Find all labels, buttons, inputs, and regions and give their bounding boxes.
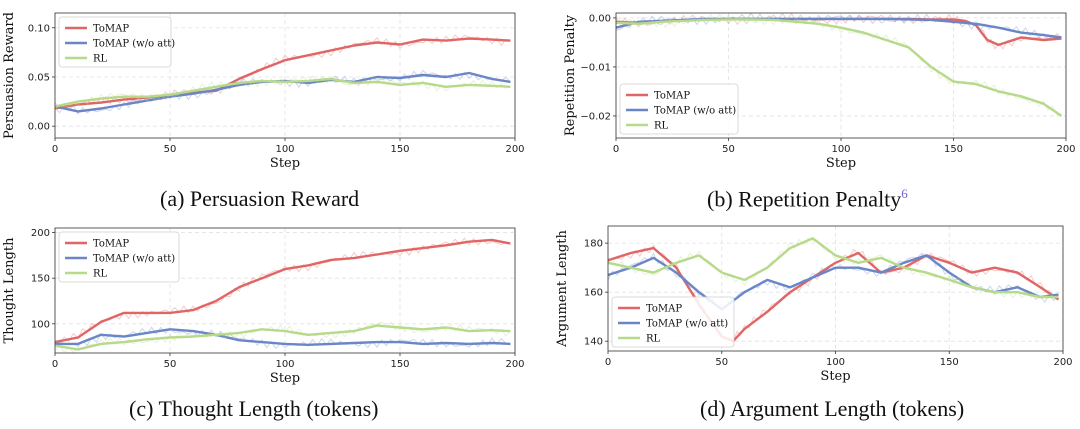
- legend-label: RL: [654, 121, 669, 132]
- x-tick-label: 150: [390, 359, 409, 370]
- x-tick-label: 100: [826, 357, 845, 368]
- y-axis-label: Repetition Penalty: [563, 14, 578, 136]
- chart-panel-a: 0 50 100 150 200 0.00 0.05 0.10 Step Persuasion R…: [0, 0, 540, 185]
- series-line: [615, 18, 1063, 117]
- repetition-penalty-chart: 0 50 100 150 200 0.00 −0.01 −0.02 Step Repetition…: [563, 12, 1076, 171]
- x-tick-label: 200: [505, 144, 524, 155]
- y-axis-label: Persuasion Reward: [2, 12, 17, 139]
- series-line: [607, 237, 1059, 299]
- y-tick-label: −0.02: [580, 111, 611, 122]
- legend-label: ToMAP: [93, 239, 129, 250]
- series-line: [607, 246, 1060, 343]
- x-tick-label: 0: [52, 359, 58, 370]
- chart-panel-b: 0 50 100 150 200 0.00 −0.01 −0.02 Step Repetition…: [540, 0, 1080, 185]
- x-tick-label: 100: [831, 144, 850, 155]
- x-axis-label: Step: [820, 369, 850, 384]
- caption-a: (a) Persuasion Reward: [160, 186, 360, 211]
- series-line: [54, 77, 511, 108]
- x-tick-label: 150: [944, 144, 963, 155]
- legend-label: RL: [93, 269, 108, 280]
- series-raw-trace: [54, 237, 511, 344]
- caption-d: (d) Argument Length (tokens): [700, 396, 965, 421]
- legend-label: RL: [93, 54, 108, 65]
- x-tick-label: 150: [940, 357, 959, 368]
- x-axis-label: Step: [270, 371, 300, 386]
- x-axis-label: Step: [270, 156, 300, 171]
- thought-length-chart: 0 50 100 150 200 100 150 200 Step Thought Length T…: [2, 227, 525, 386]
- x-tick-label: 50: [164, 359, 177, 370]
- y-tick-label: 100: [31, 319, 50, 330]
- y-tick-label: −0.01: [580, 62, 611, 73]
- footnote-marker: 6: [901, 186, 908, 201]
- legend-box: [611, 296, 735, 348]
- legend-label: ToMAP: [646, 304, 682, 315]
- persuasion-reward-chart: 0 50 100 150 200 0.00 0.05 0.10 Step Persuasion R…: [2, 12, 525, 171]
- y-tick-label: 0.10: [28, 23, 50, 34]
- x-tick-label: 200: [505, 359, 524, 370]
- caption-b-text: (b) Repetition Penalty: [707, 186, 902, 212]
- y-tick-label: 200: [31, 228, 50, 239]
- legend-label: ToMAP (w/o att): [93, 39, 175, 50]
- legend-label: ToMAP: [93, 24, 129, 35]
- x-tick-label: 0: [52, 144, 58, 155]
- series-line: [54, 238, 511, 344]
- legend-label: ToMAP (w/o att): [93, 254, 175, 265]
- chart-panel-c: 0 50 100 150 200 100 150 200 Step Thought Length T…: [0, 218, 540, 388]
- x-tick-label: 200: [1056, 144, 1075, 155]
- y-tick-label: 180: [584, 239, 603, 250]
- x-tick-label: 100: [275, 144, 294, 155]
- legend-box: [58, 231, 180, 283]
- chart-panel-d: 0 50 100 150 200 140 160 180 Step Argument Length…: [540, 218, 1080, 388]
- y-tick-label: 150: [31, 274, 50, 285]
- legend-box: [619, 83, 739, 135]
- legend-label: ToMAP (w/o att): [646, 319, 728, 330]
- series-line: [55, 328, 511, 347]
- x-tick-label: 50: [722, 144, 735, 155]
- series-line: [54, 324, 511, 351]
- y-tick-label: 0.00: [28, 122, 50, 133]
- argument-length-chart: 0 50 100 150 200 140 160 180 Step Argument Length…: [555, 225, 1073, 384]
- series-line: [54, 37, 511, 110]
- x-tick-label: 200: [1053, 357, 1072, 368]
- x-tick-label: 50: [164, 144, 177, 155]
- legend-label: ToMAP (w/o att): [654, 106, 736, 117]
- x-tick-label: 0: [613, 144, 619, 155]
- y-axis-label: Argument Length: [555, 230, 570, 348]
- y-tick-label: 0.00: [589, 13, 611, 24]
- caption-b: (b) Repetition Penalty6: [707, 186, 908, 212]
- series-raw-trace: [54, 75, 511, 110]
- x-tick-label: 50: [715, 357, 728, 368]
- y-tick-label: 140: [584, 337, 603, 348]
- x-axis-label: Step: [826, 156, 856, 171]
- legend-label: RL: [646, 334, 661, 345]
- y-axis-label: Thought Length: [2, 237, 17, 344]
- x-tick-label: 0: [605, 357, 611, 368]
- caption-c: (c) Thought Length (tokens): [129, 396, 379, 421]
- legend-box: [58, 16, 172, 68]
- y-tick-label: 160: [584, 288, 603, 299]
- x-tick-label: 150: [390, 144, 409, 155]
- y-tick-label: 0.05: [28, 72, 50, 83]
- legend-label: ToMAP: [654, 91, 690, 102]
- x-tick-label: 100: [275, 359, 294, 370]
